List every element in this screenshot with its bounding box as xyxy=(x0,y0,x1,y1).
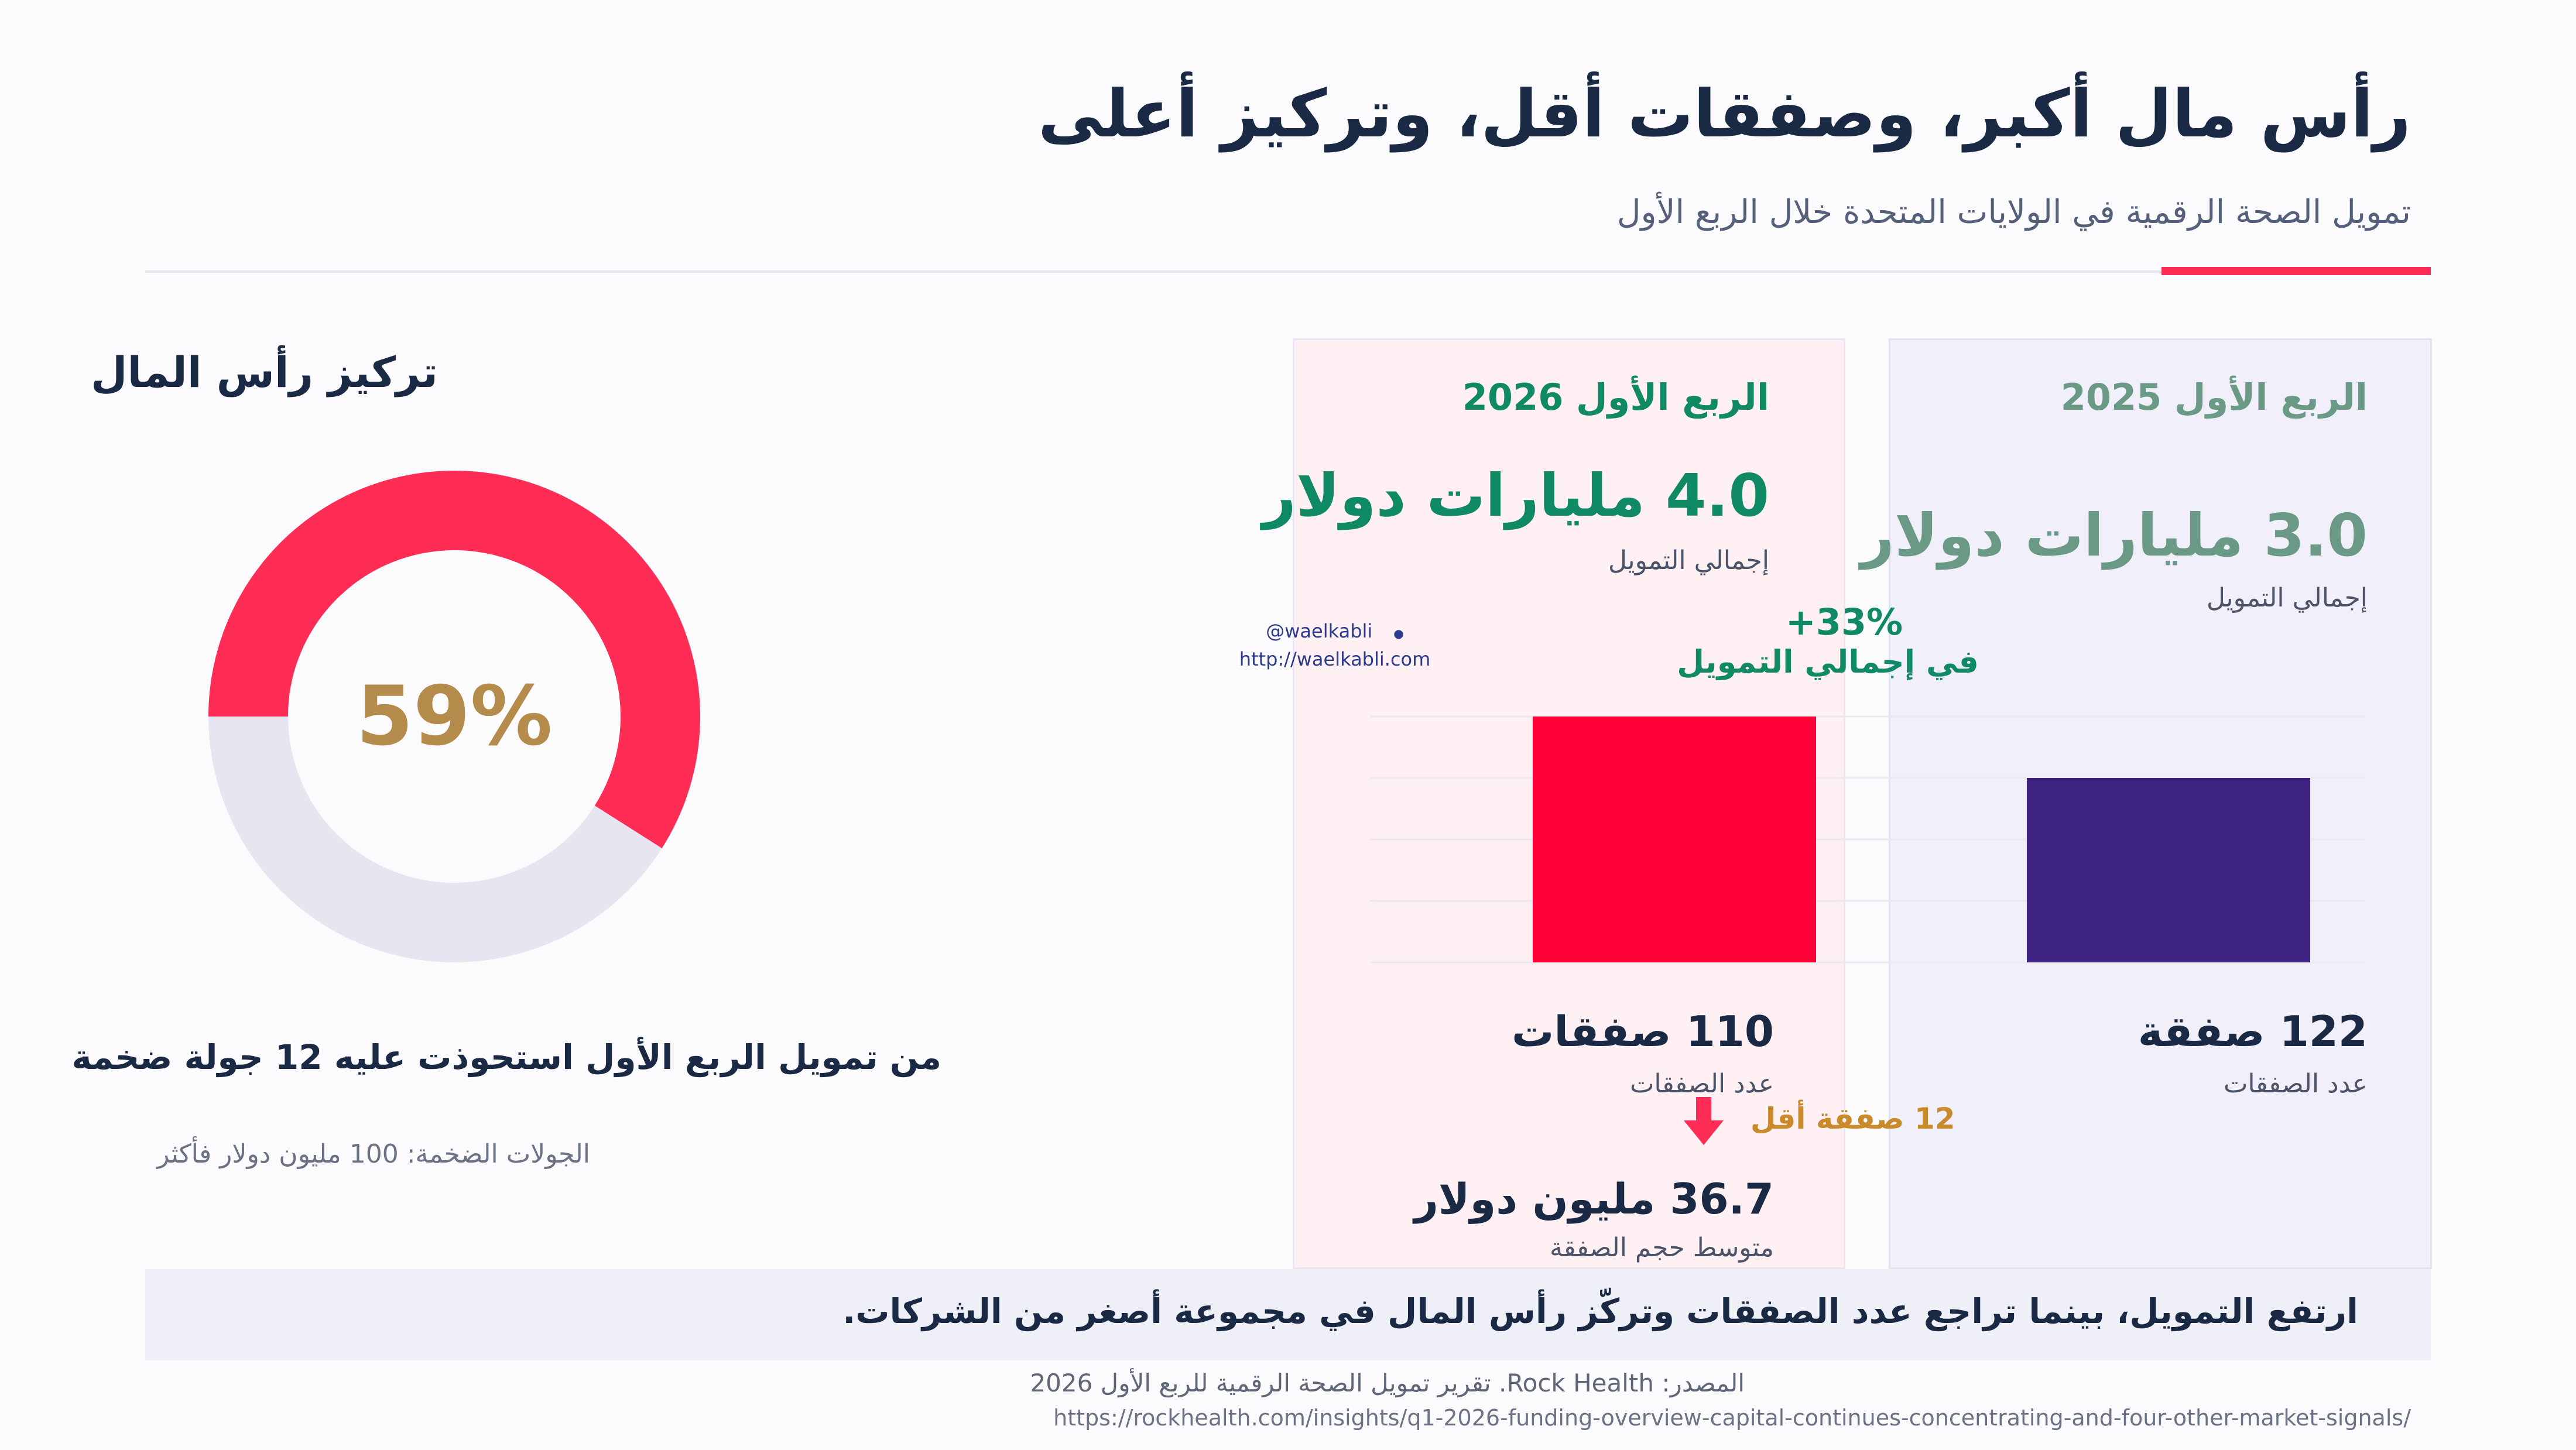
watermark-url: http://waelkabli.com xyxy=(1239,648,1431,670)
watermark: @waelkabli ● http://waelkabli.com xyxy=(1206,618,1464,672)
funding-change-annotation: +33% في إجمالي التمويل xyxy=(1677,601,1979,680)
funding-bar-chart xyxy=(1370,715,2365,964)
watermark-dot-icon: ● xyxy=(1393,626,1404,640)
q1-2025-total-label: إجمالي التمويل xyxy=(2207,583,2368,613)
concentration-heading: تركيز رأس المال xyxy=(91,348,438,397)
bar-q1-2026 xyxy=(1533,717,1816,962)
funding-change-pct: +33% xyxy=(1785,601,1903,643)
q1-2026-label: الربع الأول 2026 xyxy=(1462,376,1769,419)
donut-slice-value xyxy=(208,471,700,848)
concentration-note: الجولات الضخمة: 100 مليون دولار فأكثر xyxy=(157,1139,590,1169)
arrow-down-icon xyxy=(1684,1097,1724,1145)
takeaway-band xyxy=(145,1269,2431,1360)
q1-2026-deals-label: عدد الصفقات xyxy=(1629,1069,1774,1099)
watermark-handle: @waelkabli xyxy=(1266,620,1373,642)
chart-bars xyxy=(1533,717,2310,962)
q1-2026-avg-deal: 36.7 مليون دولار xyxy=(1414,1174,1774,1223)
bar-q1-2025 xyxy=(2027,778,2310,962)
source-url: https://rockhealth.com/insights/q1-2026-… xyxy=(1053,1405,2411,1431)
page-subtitle: تمويل الصحة الرقمية في الولايات المتحدة … xyxy=(1616,193,2411,231)
q1-2025-total: 3.0 مليارات دولار xyxy=(1861,501,2368,570)
page-title: رأس مال أكبر، وصفقات أقل، وتركيز أعلى xyxy=(1037,76,2411,152)
funding-change-label: في إجمالي التمويل xyxy=(1677,643,1979,680)
deals-change-label: 12 صفقة أقل xyxy=(1751,1102,1955,1136)
q1-2026-total-label: إجمالي التمويل xyxy=(1608,546,1769,575)
header-accent-bar xyxy=(2161,267,2431,275)
q1-2025-deals-label: عدد الصفقات xyxy=(2223,1069,2368,1099)
q1-2026-avg-label: متوسط حجم الصفقة xyxy=(1550,1233,1774,1263)
donut-center-label: 59% xyxy=(356,669,552,765)
q1-2026-deals: 110 صفقات xyxy=(1512,1007,1774,1056)
q1-2025-deals: 122 صفقة xyxy=(2137,1007,2368,1056)
concentration-caption: من تمويل الربع الأول استحوذت عليه 12 جول… xyxy=(71,1037,942,1077)
source-text: المصدر: Rock Health. تقرير تمويل الصحة ا… xyxy=(1030,1369,1745,1397)
header-divider xyxy=(145,270,2431,273)
donut-chart: 59% xyxy=(208,471,700,962)
takeaway-text: ارتفع التمويل، بينما تراجع عدد الصفقات و… xyxy=(842,1291,2358,1331)
concentration-donut: 59% xyxy=(208,471,700,962)
q1-2026-total: 4.0 مليارات دولار xyxy=(1262,461,1769,530)
q1-2025-label: الربع الأول 2025 xyxy=(2060,376,2368,419)
